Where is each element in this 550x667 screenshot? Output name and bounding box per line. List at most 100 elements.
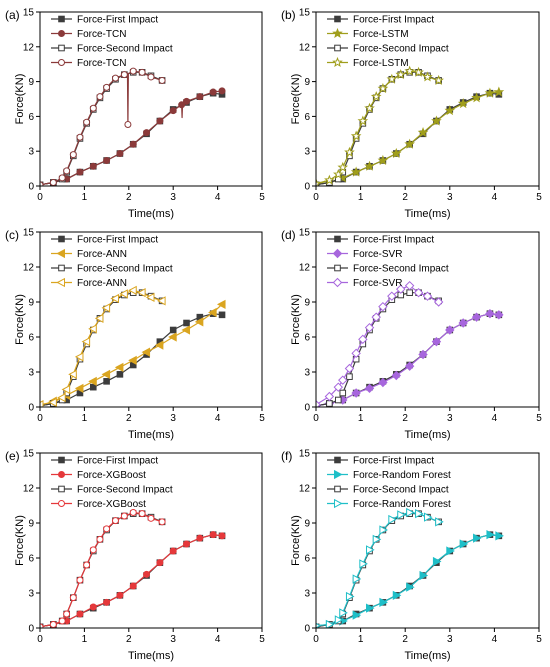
plot-frame xyxy=(315,231,540,408)
second-impact-prediction-marker xyxy=(147,73,155,81)
second-impact-prediction-marker xyxy=(76,576,84,584)
y-tick-label: 6 xyxy=(304,333,310,344)
second-impact-prediction-marker xyxy=(69,151,77,159)
x-tick-label: 1 xyxy=(82,634,88,645)
first-impact-prediction-marker xyxy=(196,93,204,101)
second-impact-prediction-marker xyxy=(372,534,382,544)
y-tick-label: 15 xyxy=(23,8,35,19)
second-impact-prediction-marker xyxy=(124,121,132,129)
first-impact-prediction-marker xyxy=(471,312,482,322)
first-impact-prediction-marker xyxy=(392,590,402,600)
first-impact-marker xyxy=(183,319,190,327)
legend-marker xyxy=(58,235,65,243)
legend-marker xyxy=(332,248,343,259)
second-impact-prediction-marker xyxy=(103,525,111,533)
second-impact-prediction-marker xyxy=(137,288,146,298)
second-impact-prediction-marker xyxy=(138,68,146,76)
first-impact-prediction-marker xyxy=(364,160,375,171)
plot-frame xyxy=(39,452,263,629)
first-impact-prediction-marker xyxy=(364,383,375,394)
y-tick-label: 9 xyxy=(28,298,34,309)
x-tick-label: 3 xyxy=(447,413,453,424)
y-axis-title: Force(KN) xyxy=(14,515,26,566)
legend-entry: Force-First Impact xyxy=(327,15,434,26)
chart-panel-c: (c)0 1 2 3 4 503691215Time(ms)Force(KN)Force-… xyxy=(5,228,265,442)
legend-marker xyxy=(334,498,343,509)
legend-entry: Force-First Impact xyxy=(327,235,434,246)
second-impact-prediction-marker xyxy=(339,608,348,618)
legend-label: Force-Random Forest xyxy=(353,499,451,510)
second-impact-prediction-marker xyxy=(40,400,44,407)
first-impact-prediction-marker xyxy=(432,556,442,567)
y-tick-label: 12 xyxy=(23,484,35,495)
first-impact-prediction-marker xyxy=(169,107,177,115)
legend-label: Force-TCN xyxy=(77,29,126,40)
first-impact-prediction-marker xyxy=(181,325,191,335)
first-impact-prediction-marker xyxy=(350,166,362,177)
first-impact-prediction-marker xyxy=(377,154,389,166)
legend-label: Force-First Impact xyxy=(353,235,434,246)
second-impact-prediction-marker xyxy=(344,363,355,374)
legend-label: Force-XGBoost xyxy=(77,499,146,510)
first-impact-prediction-marker xyxy=(446,546,455,556)
second-impact-prediction-marker xyxy=(58,617,66,625)
x-tick-label: 1 xyxy=(358,634,364,645)
legend-label: Force-ANN xyxy=(77,278,127,289)
x-tick-label: 2 xyxy=(126,192,132,203)
x-tick-label: 3 xyxy=(447,192,453,203)
second-impact-prediction-marker xyxy=(406,507,415,518)
legend: Force-First Impact Force-LSTM Force-Second… xyxy=(327,15,449,69)
legend-entry: Force-First Impact xyxy=(51,456,158,467)
legend-label: Force-First Impact xyxy=(353,456,434,467)
second-impact-prediction-marker xyxy=(324,391,335,402)
x-axis-title: Time(ms) xyxy=(404,650,450,662)
y-tick-label: 6 xyxy=(304,112,310,123)
first-impact-prediction-marker xyxy=(485,308,495,319)
legend-marker xyxy=(334,44,341,52)
first-impact-prediction-marker xyxy=(183,97,191,105)
first-impact-prediction-marker xyxy=(128,355,137,365)
first-impact-prediction-marker xyxy=(486,530,495,540)
legend-entry: Force-First Impact xyxy=(51,235,158,246)
first-impact-prediction-marker xyxy=(379,597,388,607)
x-tick-label: 5 xyxy=(259,192,265,203)
legend-label: Force-First Impact xyxy=(77,456,158,467)
first-impact-prediction-marker xyxy=(101,369,111,379)
y-tick-label: 0 xyxy=(304,182,310,193)
panel-label: (f) xyxy=(281,449,292,463)
second-impact-prediction-marker xyxy=(359,559,368,569)
y-tick-label: 12 xyxy=(23,42,35,53)
second-impact-prediction-line xyxy=(316,70,439,185)
legend-entry: Force-Second Impact xyxy=(51,264,173,275)
first-impact-prediction-marker xyxy=(209,531,217,539)
legend-marker xyxy=(58,471,65,478)
first-impact-prediction-marker xyxy=(168,332,177,342)
second-impact-prediction-marker xyxy=(357,115,369,126)
second-impact-prediction-marker xyxy=(128,285,137,295)
second-impact-prediction-marker xyxy=(157,296,166,306)
second-impact-prediction-marker xyxy=(404,65,415,76)
first-impact-prediction-marker xyxy=(196,534,204,542)
second-impact-prediction-marker xyxy=(337,161,349,172)
legend-marker xyxy=(334,485,341,493)
y-tick-label: 12 xyxy=(299,42,311,53)
second-impact-line xyxy=(316,513,439,628)
second-impact-prediction-marker xyxy=(433,74,444,85)
first-impact-prediction-marker xyxy=(208,307,217,318)
y-axis-title: Force(KN) xyxy=(290,294,302,345)
first-impact-prediction-marker xyxy=(494,310,504,320)
x-tick-label: 2 xyxy=(126,634,132,645)
y-axis-title: Force(KN) xyxy=(290,515,302,566)
second-impact-prediction-marker xyxy=(68,369,77,379)
second-impact-prediction-marker xyxy=(413,66,424,77)
x-tick-label: 5 xyxy=(536,413,542,424)
x-tick-label: 5 xyxy=(536,634,542,645)
legend-label: Force-Random Forest xyxy=(353,470,451,481)
first-impact-prediction-marker xyxy=(183,540,191,548)
legend-marker xyxy=(334,264,341,272)
legend-label: Force-First Impact xyxy=(77,15,158,26)
second-impact-prediction-marker xyxy=(101,303,111,313)
y-tick-label: 12 xyxy=(23,263,35,274)
second-impact-prediction-marker xyxy=(358,334,368,345)
